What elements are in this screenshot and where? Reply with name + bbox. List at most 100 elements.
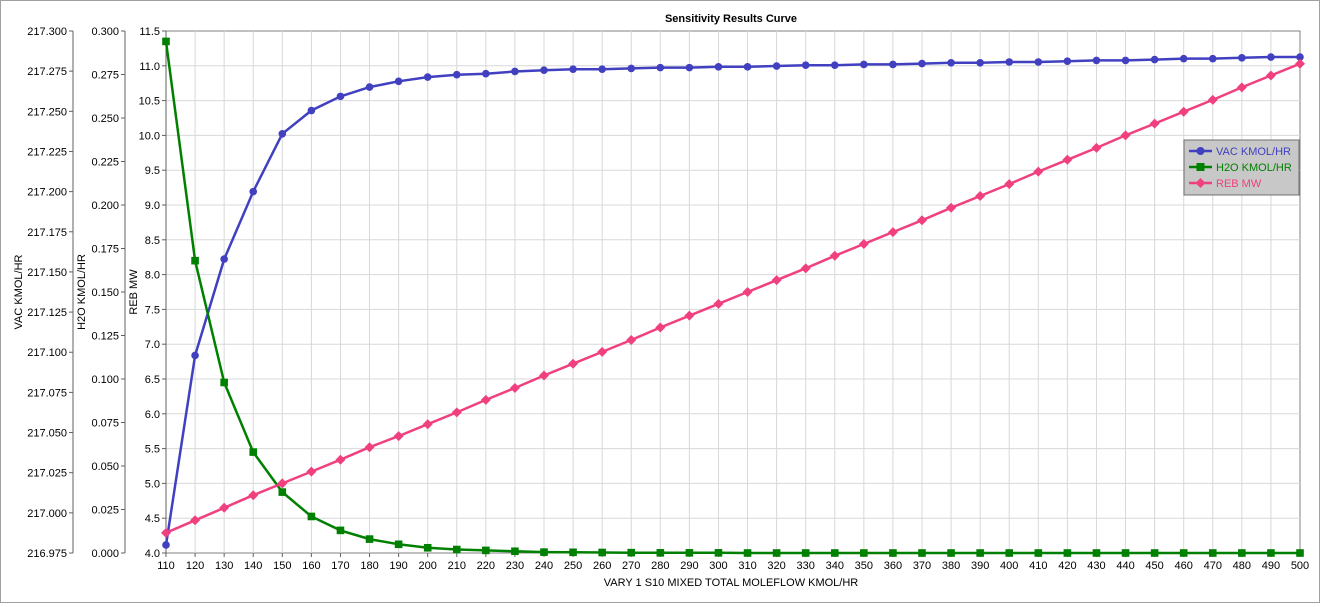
y-tick-label: 217.150 bbox=[27, 267, 67, 279]
data-point bbox=[365, 83, 374, 91]
y-tick-label: 0.175 bbox=[91, 244, 119, 256]
x-tick-label: 370 bbox=[913, 560, 931, 572]
series-layer bbox=[161, 37, 1305, 557]
data-point bbox=[1267, 53, 1275, 61]
data-point bbox=[889, 60, 897, 69]
y-tick-label: 217.050 bbox=[27, 428, 67, 440]
x-tick-label: 450 bbox=[1145, 560, 1163, 572]
h2o-y-axis: 0.000 0.025 0.050 0.075 0.100 0.125 0.150 0.175… bbox=[76, 26, 126, 560]
y-tick-label: 7.5 bbox=[145, 304, 160, 316]
data-point bbox=[597, 346, 608, 357]
x-tick-label: 170 bbox=[331, 560, 349, 572]
data-point bbox=[451, 407, 462, 418]
x-tick-label: 110 bbox=[157, 560, 175, 572]
data-point bbox=[743, 549, 752, 557]
data-point bbox=[1150, 55, 1159, 64]
data-point bbox=[772, 549, 781, 557]
data-point bbox=[889, 549, 897, 557]
x-tick-label: 310 bbox=[738, 560, 756, 572]
legend-marker bbox=[1196, 163, 1205, 171]
data-point bbox=[1091, 142, 1102, 153]
data-point bbox=[277, 478, 288, 489]
y-tick-label: 0.075 bbox=[91, 418, 119, 430]
x-tick-label: 490 bbox=[1262, 560, 1280, 572]
series-line bbox=[165, 62, 1301, 534]
data-point bbox=[365, 535, 374, 543]
data-point bbox=[162, 541, 170, 549]
data-point bbox=[249, 448, 258, 456]
legend-marker bbox=[1195, 178, 1206, 188]
y-tick-label: 0.050 bbox=[91, 461, 119, 473]
data-point bbox=[1063, 57, 1072, 65]
series-line bbox=[164, 41, 1300, 555]
y-axes: 216.975 217.000 217.025 217.050 217.075 217.1… bbox=[13, 26, 167, 560]
y-axis-label: REB MW bbox=[128, 269, 140, 315]
chart-title: Sensitivity Results Curve bbox=[665, 13, 797, 25]
data-point bbox=[220, 255, 228, 263]
data-point bbox=[1004, 179, 1015, 190]
data-point bbox=[509, 383, 520, 394]
y-tick-label: 5.5 bbox=[145, 444, 160, 456]
legend-label: H2O KMOL/HR bbox=[1216, 162, 1292, 174]
reb-y-axis: 4.0 4.5 5.0 5.5 6.0 6.5 7.0 7.5 8.0 8.5 9.0 9.5 10.0… bbox=[128, 26, 167, 560]
data-point bbox=[1179, 549, 1188, 557]
x-tick-label: 350 bbox=[855, 560, 873, 572]
data-point bbox=[714, 549, 723, 557]
data-point bbox=[685, 63, 694, 72]
data-point bbox=[713, 298, 724, 309]
data-point bbox=[1149, 118, 1160, 129]
data-point bbox=[568, 358, 579, 369]
y-tick-label: 5.0 bbox=[145, 478, 160, 490]
data-point bbox=[335, 454, 346, 465]
data-point bbox=[336, 92, 345, 101]
reb-series bbox=[161, 58, 1305, 538]
x-tick-label: 420 bbox=[1058, 560, 1076, 572]
data-point bbox=[976, 549, 984, 557]
data-point bbox=[1092, 549, 1101, 557]
data-point bbox=[887, 227, 898, 238]
data-point bbox=[307, 512, 316, 521]
x-tick-label: 340 bbox=[826, 560, 844, 572]
data-point bbox=[1296, 549, 1304, 557]
data-point bbox=[1296, 53, 1304, 61]
data-point bbox=[540, 548, 548, 556]
h2o-series bbox=[162, 37, 1304, 557]
data-point bbox=[364, 442, 375, 453]
data-point bbox=[1267, 549, 1275, 557]
y-tick-label: 0.200 bbox=[91, 200, 119, 212]
x-tick-label: 500 bbox=[1291, 560, 1309, 572]
data-point bbox=[1121, 56, 1130, 65]
data-point bbox=[771, 275, 782, 286]
y-tick-label: 217.225 bbox=[27, 146, 67, 158]
x-tick-label: 390 bbox=[971, 560, 989, 572]
data-point bbox=[569, 548, 577, 557]
y-tick-label: 217.200 bbox=[27, 187, 67, 199]
data-point bbox=[714, 63, 723, 71]
data-point bbox=[1120, 130, 1131, 141]
data-point bbox=[975, 190, 986, 201]
data-point bbox=[626, 335, 637, 346]
y-tick-label: 217.125 bbox=[27, 307, 67, 319]
x-tick-label: 400 bbox=[1000, 560, 1018, 572]
y-tick-label: 0.025 bbox=[91, 505, 119, 517]
data-point bbox=[742, 287, 753, 297]
data-point bbox=[860, 60, 868, 69]
y-tick-label: 0.150 bbox=[91, 287, 119, 299]
x-tick-label: 280 bbox=[651, 560, 669, 572]
y-tick-label: 217.300 bbox=[27, 26, 67, 38]
y-tick-label: 217.275 bbox=[27, 66, 67, 78]
data-point bbox=[743, 63, 752, 71]
data-point bbox=[1238, 549, 1246, 557]
data-point bbox=[627, 64, 636, 73]
data-point bbox=[684, 310, 695, 321]
data-point bbox=[422, 419, 433, 430]
data-point bbox=[1005, 549, 1014, 557]
data-point bbox=[423, 543, 432, 552]
y-tick-label: 10.5 bbox=[139, 96, 160, 108]
y-tick-label: 0.225 bbox=[91, 157, 119, 169]
data-point bbox=[976, 59, 984, 67]
data-point bbox=[1207, 94, 1218, 105]
y-tick-label: 9.5 bbox=[145, 165, 160, 177]
data-point bbox=[685, 549, 694, 557]
